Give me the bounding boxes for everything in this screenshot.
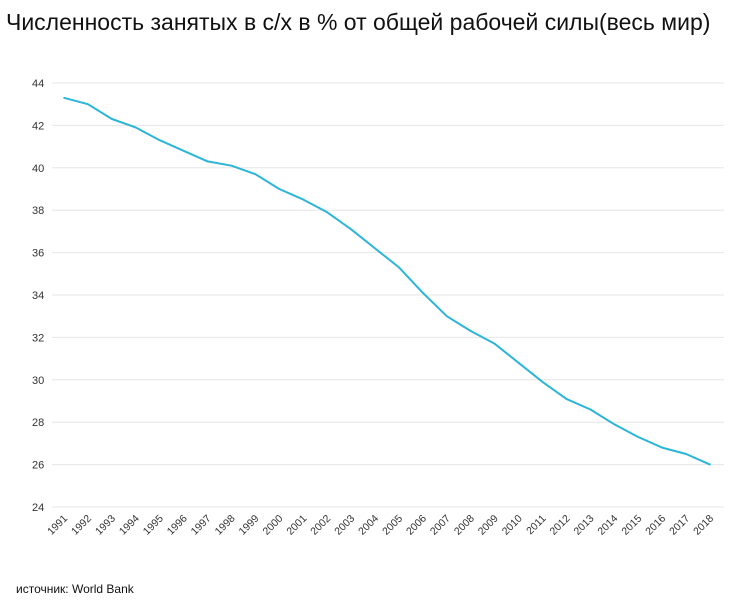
x-tick-label: 2009 xyxy=(476,513,501,538)
series-group xyxy=(63,96,711,466)
y-tick-label: 24 xyxy=(32,502,44,514)
y-tick-label: 36 xyxy=(32,248,44,260)
source-note: источник: World Bank xyxy=(16,582,134,596)
data-point-2000 xyxy=(278,188,281,190)
x-tick-label: 2005 xyxy=(380,513,405,538)
x-tick-label: 2008 xyxy=(452,513,477,538)
x-tick-label: 2010 xyxy=(500,513,525,538)
data-point-2016 xyxy=(661,446,663,449)
data-point-2011 xyxy=(541,381,544,383)
data-point-2002 xyxy=(326,211,328,214)
x-tick-label: 2007 xyxy=(428,513,453,538)
y-tick-label: 44 xyxy=(32,78,44,90)
y-tick-label: 28 xyxy=(32,417,44,429)
data-point-1998 xyxy=(230,164,233,167)
data-point-2007 xyxy=(446,315,448,318)
x-tick-label: 1991 xyxy=(45,513,70,538)
y-axis-ticks: 24 26 28 30 32 34 36 38 40 42 44 xyxy=(32,78,44,514)
x-tick-label: 1996 xyxy=(165,513,190,538)
data-point-2004 xyxy=(374,247,376,250)
data-point-2012 xyxy=(565,398,568,400)
data-point-2006 xyxy=(422,292,424,294)
x-tick-label: 2003 xyxy=(332,513,357,538)
y-tick-label: 40 xyxy=(32,163,44,175)
x-tick-label: 1998 xyxy=(213,513,238,538)
data-point-1997 xyxy=(206,160,209,163)
chart-title: Численность занятых в с/х в % от общей р… xyxy=(6,9,711,35)
x-tick-label: 2017 xyxy=(667,513,692,538)
x-tick-label: 2006 xyxy=(404,513,429,538)
x-tick-label: 1993 xyxy=(93,513,118,538)
x-tick-label: 1999 xyxy=(237,513,262,538)
x-tick-label: 1997 xyxy=(189,513,214,538)
x-tick-label: 2015 xyxy=(619,513,644,538)
series-line-0 xyxy=(63,96,711,466)
data-point-1995 xyxy=(158,139,161,142)
grid-lines xyxy=(52,82,724,508)
data-point-2008 xyxy=(469,330,472,332)
data-point-2009 xyxy=(493,342,496,345)
data-point-1992 xyxy=(87,103,89,105)
data-point-1993 xyxy=(111,118,113,120)
data-point-1991 xyxy=(63,97,65,99)
x-tick-label: 2000 xyxy=(260,513,285,538)
data-point-1996 xyxy=(182,150,185,152)
y-tick-label: 42 xyxy=(32,120,44,132)
x-tick-label: 2001 xyxy=(284,513,309,538)
y-tick-label: 30 xyxy=(32,375,44,387)
x-tick-label: 2002 xyxy=(308,513,333,538)
x-tick-label: 1992 xyxy=(69,513,94,538)
data-point-2001 xyxy=(302,198,305,201)
data-point-2013 xyxy=(589,408,592,411)
y-tick-label: 34 xyxy=(32,290,44,302)
data-point-2005 xyxy=(398,266,400,269)
x-tick-label: 2013 xyxy=(571,513,596,538)
data-point-2014 xyxy=(613,423,616,426)
data-point-2015 xyxy=(637,436,640,438)
data-point-1999 xyxy=(254,173,257,175)
x-tick-label: 1994 xyxy=(117,513,142,538)
data-point-1994 xyxy=(134,126,137,129)
data-point-2003 xyxy=(350,228,352,231)
x-tick-label: 2011 xyxy=(524,513,549,538)
x-tick-label: 1995 xyxy=(141,513,166,538)
x-tick-label: 2012 xyxy=(548,513,573,538)
y-tick-label: 38 xyxy=(32,205,44,217)
x-tick-label: 2004 xyxy=(356,513,381,538)
data-point-2010 xyxy=(517,362,520,364)
y-tick-label: 26 xyxy=(32,460,44,472)
y-tick-label: 32 xyxy=(32,332,44,344)
x-axis-ticks: 1991199219931994199519961997199819992000… xyxy=(45,513,716,538)
x-tick-label: 2016 xyxy=(643,513,668,538)
x-tick-label: 2018 xyxy=(691,513,716,538)
data-point-2018 xyxy=(709,463,711,466)
data-point-2017 xyxy=(685,453,687,455)
x-tick-label: 2014 xyxy=(595,513,620,538)
